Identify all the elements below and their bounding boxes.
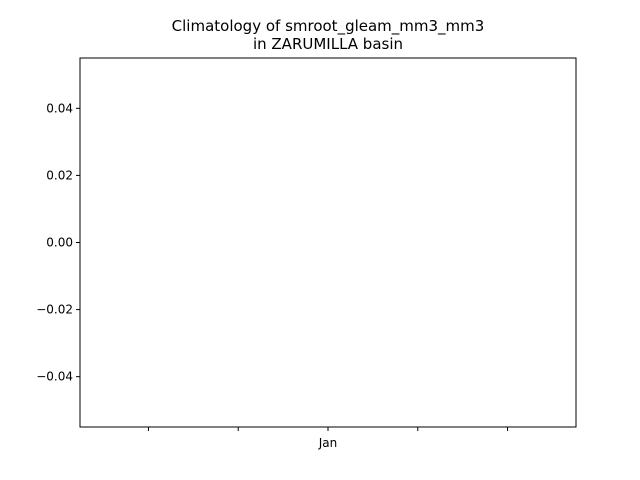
y-axis: 0.04 0.02 0.00 −0.02 −0.04 xyxy=(36,101,80,384)
chart-title-line-1: Climatology of smroot_gleam_mm3_mm3 xyxy=(172,17,485,36)
x-tick-label: Jan xyxy=(318,436,338,450)
y-tick-label: 0.04 xyxy=(46,101,73,115)
chart-title-line-2: in ZARUMILLA basin xyxy=(253,35,403,53)
plot-area-frame xyxy=(79,57,577,428)
y-tick-label: −0.02 xyxy=(36,303,73,317)
y-tick-label: 0.00 xyxy=(46,236,73,250)
y-tick-label: 0.02 xyxy=(46,168,73,182)
y-tick-label: −0.04 xyxy=(36,370,73,384)
x-axis: Jan xyxy=(147,427,509,450)
